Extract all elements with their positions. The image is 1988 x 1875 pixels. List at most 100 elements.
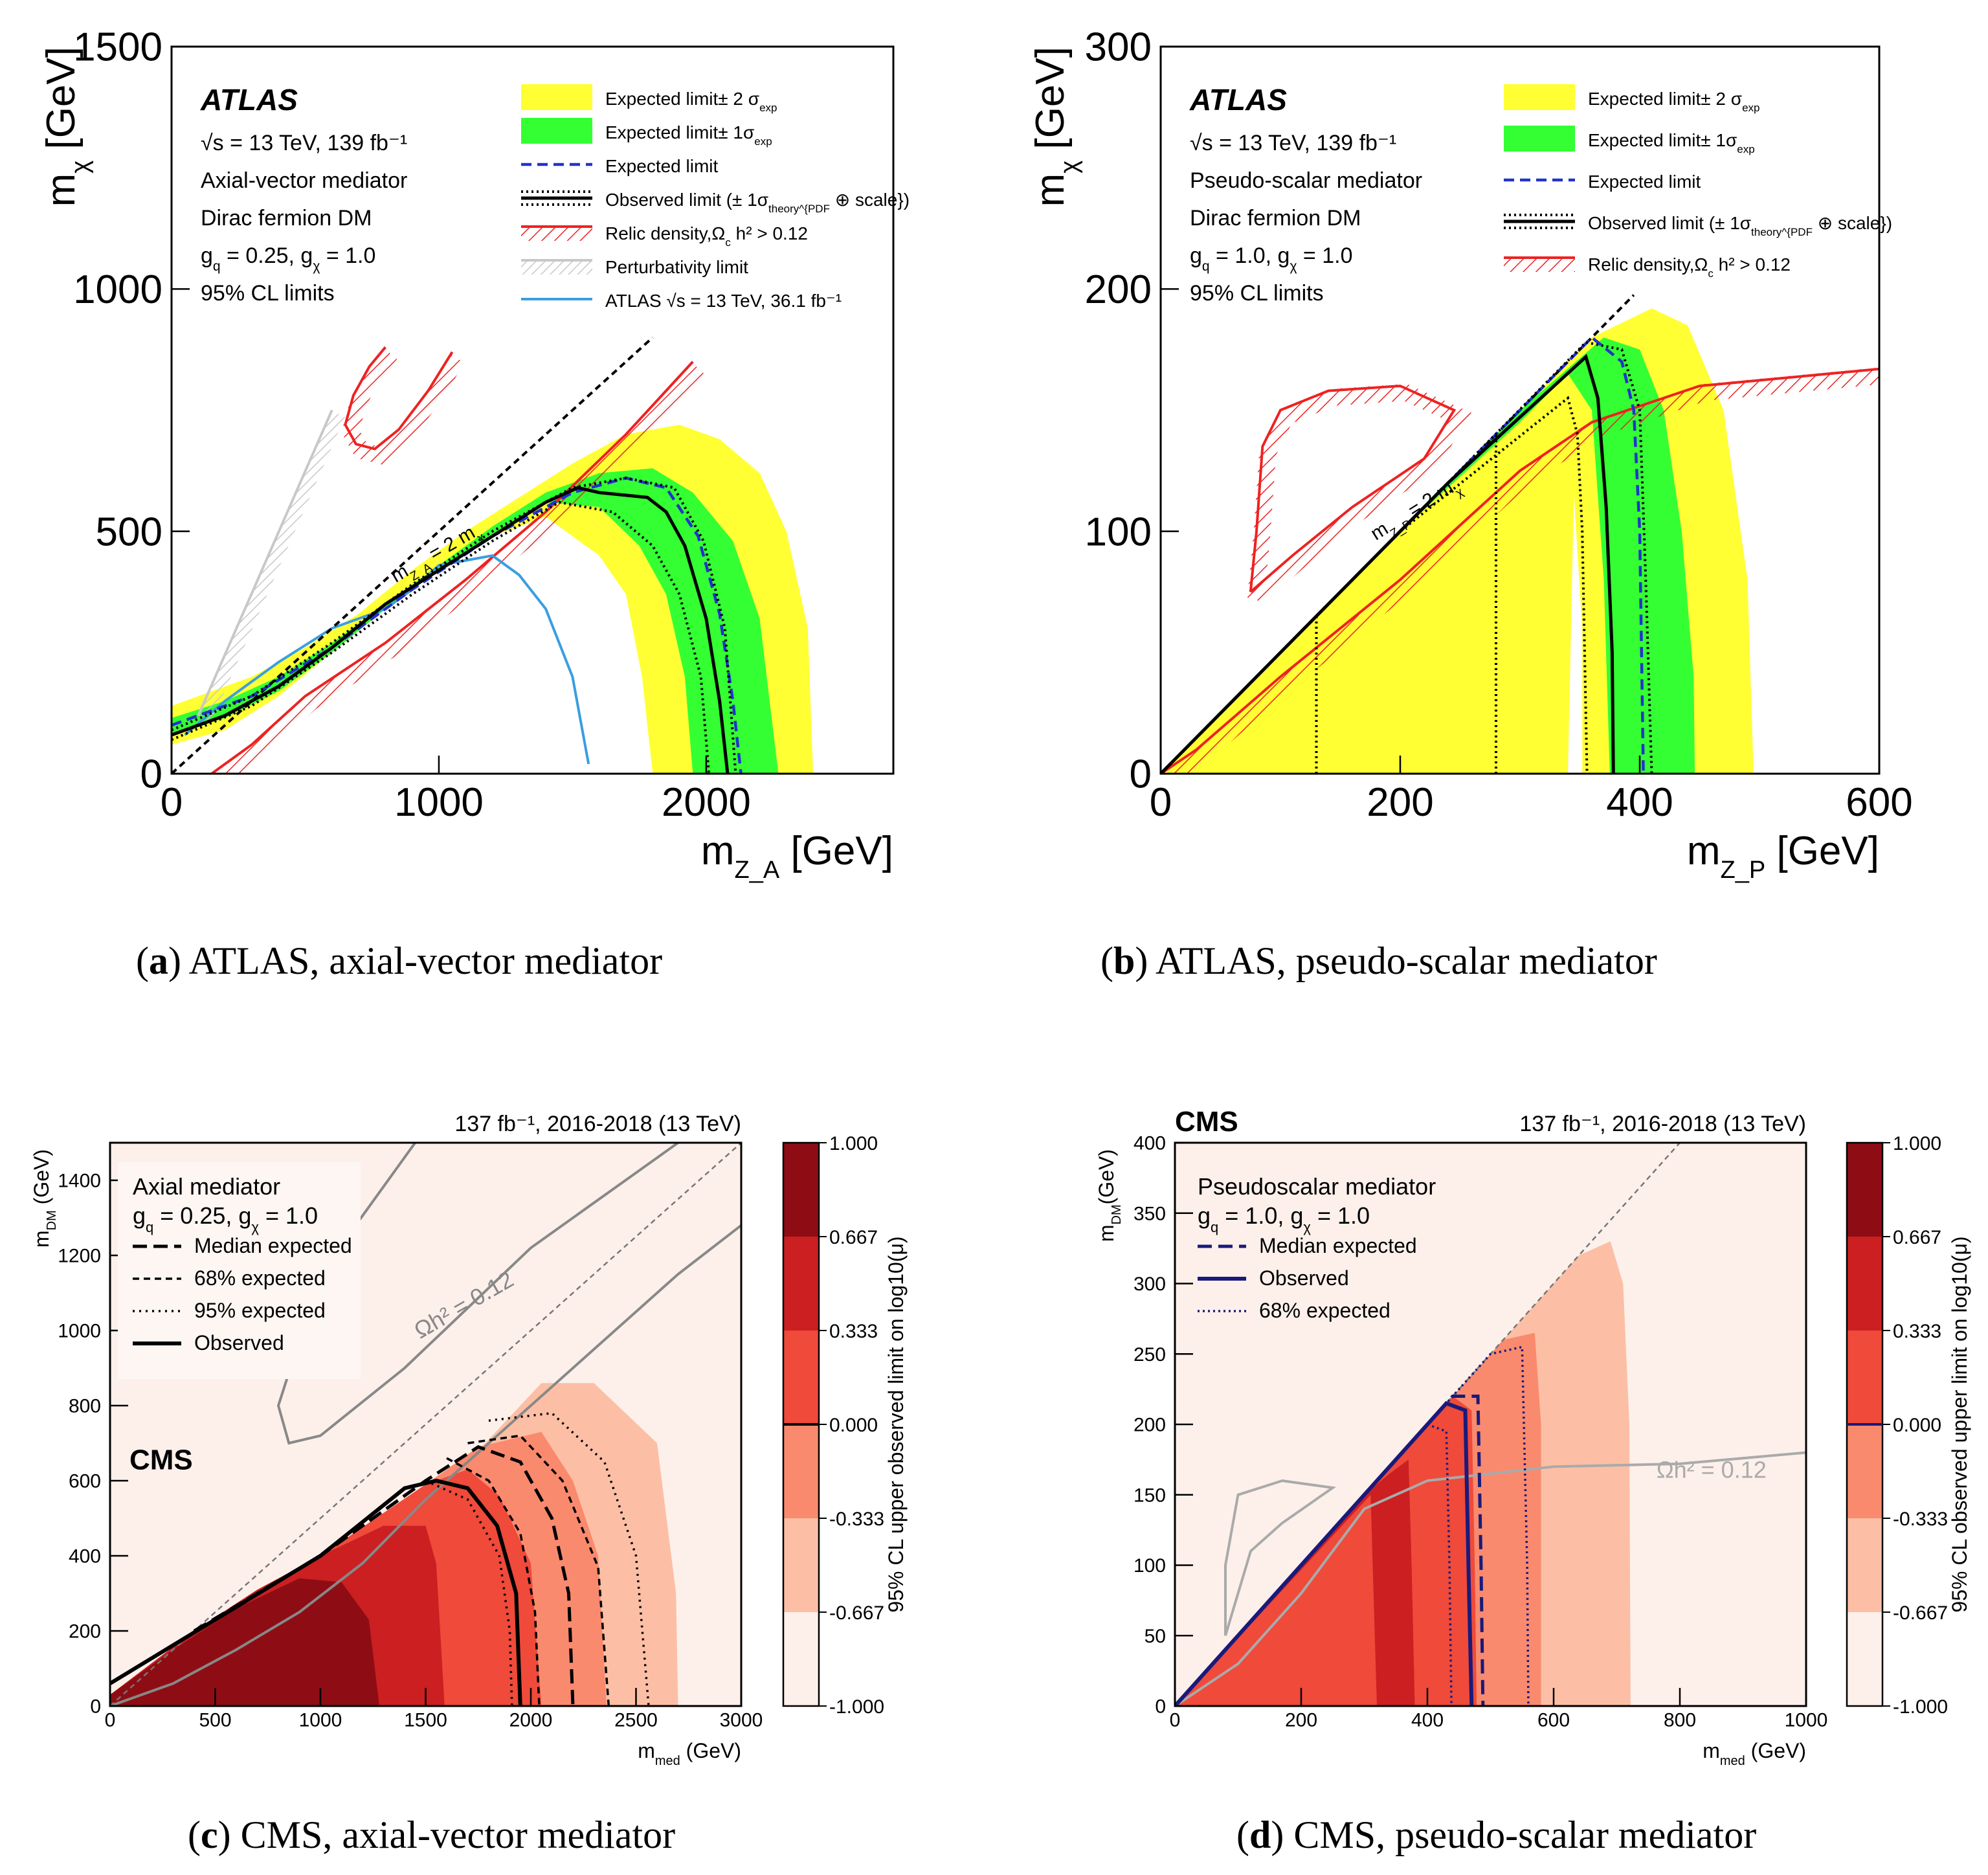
a-x-axis-label: mZ_A [GeV] <box>701 829 893 884</box>
a-relic-curve-hatch <box>212 362 704 774</box>
a-legend-label: Expected limit <box>605 156 719 176</box>
label-script: χ <box>251 1219 259 1235</box>
label-part: m <box>1687 829 1721 873</box>
b-observed-theory-up <box>1161 341 1653 774</box>
a-info-line: gq = 0.25, gχ = 1.0 <box>201 243 375 274</box>
label-part: Expected limit± 2 σ <box>1588 89 1742 109</box>
label-script: exp <box>754 135 772 148</box>
b-legend-label: Expected limit± 2 σexp <box>1588 89 1760 114</box>
label-script: Z_P <box>1721 857 1766 884</box>
d-ytick-label: 300 <box>1134 1274 1166 1295</box>
c-xtick-label: 2000 <box>509 1710 553 1731</box>
label-part: Expected limit± 1σ <box>1588 130 1737 150</box>
c-colorbar-tick-label: -0.667 <box>829 1602 884 1624</box>
b-relic-island-hatch <box>1247 383 1472 605</box>
b-frame <box>1159 45 1881 775</box>
a-ytick-label: 1500 <box>73 25 162 70</box>
c-ytick-label: 1000 <box>58 1321 101 1342</box>
label-part: = 1.0 <box>320 243 375 268</box>
c-xtick-label: 3000 <box>720 1710 763 1731</box>
label-part: (GeV) <box>680 1739 741 1762</box>
d-xtick-label: 1000 <box>1785 1710 1828 1731</box>
b-y-axis-label: mχ [GeV] <box>1028 47 1083 207</box>
c-ytick-label: 200 <box>69 1621 101 1643</box>
b-legend-swatch <box>1504 214 1575 229</box>
label-part: Relic density,Ω <box>605 223 725 243</box>
label-script: exp <box>1742 102 1759 114</box>
c-legend-label: Observed <box>194 1331 284 1354</box>
label-part: Dirac fermion DM <box>201 206 372 230</box>
a-legend-swatch <box>521 190 592 206</box>
a-legend-label: Perturbativity limit <box>605 257 748 277</box>
d-xtick-label: 800 <box>1664 1710 1696 1731</box>
label-part: ATLAS √s = 13 TeV, 36.1 fb⁻¹ <box>605 291 842 311</box>
label-part: = 1.0, g <box>1218 1202 1303 1229</box>
label-script: med <box>1720 1754 1745 1768</box>
panel-d: Ωh² = 0.12 0 200 400 600 800 1000 0 50 100 150 200 2… <box>1095 1106 1971 1768</box>
label-part: m <box>1028 174 1073 207</box>
c-ytick-label: 400 <box>69 1546 101 1567</box>
label-part: Pseudoscalar mediator <box>1198 1173 1436 1200</box>
label-part: Ωh² = 0.12 <box>1657 1457 1767 1483</box>
a-observed-theory-up <box>172 477 737 774</box>
d-colorbar-segment <box>1847 1143 1882 1237</box>
label-part: m <box>638 1739 655 1762</box>
c-legend-label: Median expected <box>194 1234 352 1257</box>
d-observed <box>1175 1400 1474 1706</box>
label-part: m <box>39 174 84 207</box>
b-info-line: gq = 1.0, gχ = 1.0 <box>1190 243 1352 274</box>
a-legend-swatch <box>521 84 592 110</box>
label-part: Observed limit (± 1σ <box>1588 213 1751 233</box>
label-script: exp <box>1737 143 1754 155</box>
d-cms-logo: CMS <box>1175 1106 1238 1138</box>
c-colorbar-segment <box>783 1143 819 1237</box>
b-xtick-label: 0 <box>1150 780 1172 825</box>
legend-green <box>521 118 592 144</box>
d-xtick-label: 400 <box>1411 1710 1444 1731</box>
a-ytick-label: 0 <box>140 752 162 797</box>
d-header: 137 fb⁻¹, 2016-2018 (13 TeV) <box>1519 1112 1806 1136</box>
label-script: q <box>213 259 221 274</box>
b-relic-curve-hatch <box>1161 367 1879 774</box>
d-colorbar-tick-label: 0.667 <box>1893 1227 1941 1248</box>
c-colorbar-segment <box>783 1237 819 1330</box>
d-ytick-label: 50 <box>1145 1626 1166 1647</box>
c-colorbar-segment <box>783 1424 819 1518</box>
a-legend-swatch <box>521 118 592 144</box>
c-legend-label: 95% expected <box>194 1299 326 1322</box>
b-ytick-label: 0 <box>1130 752 1152 797</box>
c-info-line: Axial mediator <box>133 1173 280 1200</box>
a-ytick-label: 1000 <box>73 267 162 312</box>
c-observed <box>110 1478 522 1706</box>
d-colorbar-segment <box>1847 1237 1882 1330</box>
a-legend-label: Expected limit± 2 σexp <box>605 89 777 114</box>
label-part: = 1.0 <box>1297 243 1352 268</box>
c-diagonal <box>110 1143 741 1706</box>
a-info-line: √s = 13 TeV, 139 fb⁻¹ <box>201 131 407 155</box>
legend-relic-hatch <box>521 227 592 241</box>
label-part: Perturbativity limit <box>605 257 748 277</box>
label-script: theory^{PDF <box>768 203 830 215</box>
label-script: DM <box>45 1210 59 1230</box>
c-legend-label: 68% expected <box>194 1266 326 1290</box>
b-ytick-label: 200 <box>1085 267 1152 312</box>
label-part: g <box>1198 1202 1211 1229</box>
b-plot-area <box>1161 294 1879 774</box>
a-legend-swatch <box>521 259 592 275</box>
d-colorbar-tick-label: 0.000 <box>1893 1415 1941 1436</box>
a-legend-label: Relic density,Ωc h² > 0.12 <box>605 223 808 249</box>
c-x-axis-label: mmed (GeV) <box>638 1739 741 1768</box>
label-script: exp <box>759 102 777 114</box>
d-relic-island <box>1224 1479 1337 1636</box>
a-ytick-label: 500 <box>96 510 162 554</box>
b-info-line: Dirac fermion DM <box>1190 206 1361 230</box>
d-colorbar-tick-label: -0.667 <box>1893 1602 1948 1624</box>
a-observed-limit <box>172 486 730 774</box>
d-x-axis-label: mmed (GeV) <box>1703 1739 1806 1768</box>
c-colorbar-tick-label: 0.333 <box>829 1321 878 1342</box>
d-xtick-label: 0 <box>1170 1710 1181 1731</box>
label-script: DM <box>1110 1204 1124 1224</box>
d-exp68-up <box>1175 1345 1530 1706</box>
b-info-line: 95% CL limits <box>1190 281 1324 306</box>
a-relic-curve <box>210 361 694 774</box>
